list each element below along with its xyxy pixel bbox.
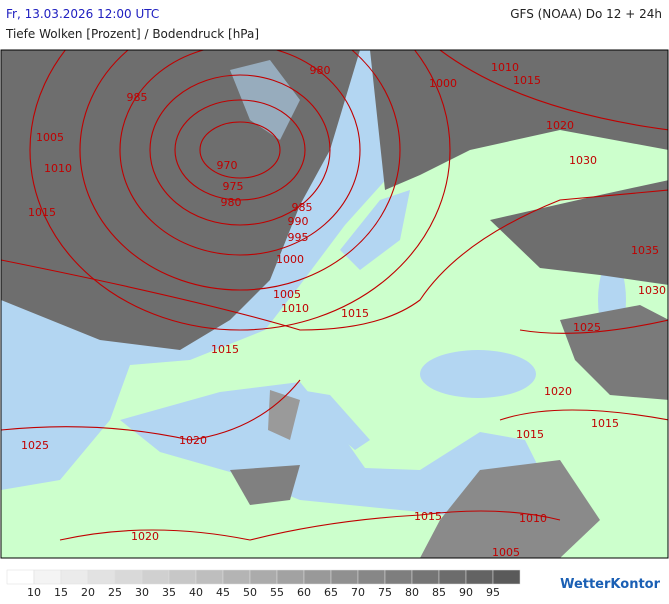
isobar-label: 1015 — [414, 510, 442, 523]
isobar-label: 1025 — [21, 439, 49, 452]
legend-swatch — [303, 569, 332, 585]
legend-swatch — [438, 569, 467, 585]
isobar-label: 1010 — [491, 61, 519, 74]
isobar-label: 1020 — [179, 434, 207, 447]
legend-label: 80 — [405, 586, 419, 599]
isobar-label: 1015 — [591, 417, 619, 430]
legend-label: 50 — [243, 586, 257, 599]
legend-swatch — [141, 569, 170, 585]
legend-swatch — [357, 569, 386, 585]
isobar-label: 1005 — [273, 288, 301, 301]
isobar-label: 970 — [217, 159, 238, 172]
legend-swatch — [195, 569, 224, 585]
legend-label: 35 — [162, 586, 176, 599]
legend: 10 15 20 25 30 35 40 45 50 55 60 65 70 75 80 85 90 95 — [6, 569, 521, 599]
legend-swatch — [276, 569, 305, 585]
legend-swatch — [330, 569, 359, 585]
isobar-label: 980 — [310, 64, 331, 77]
legend-swatch — [60, 569, 89, 585]
legend-swatch — [87, 569, 116, 585]
isobar-label: 1015 — [516, 428, 544, 441]
legend-label: 75 — [378, 586, 392, 599]
legend-swatch — [6, 569, 35, 585]
isobar-label: 985 — [292, 201, 313, 214]
isobar-label: 1020 — [546, 119, 574, 132]
isobar-label: 1020 — [544, 385, 572, 398]
legend-label: 95 — [486, 586, 500, 599]
isobar-label: 1025 — [573, 321, 601, 334]
isobar-label: 1010 — [281, 302, 309, 315]
isobar-label: 1015 — [513, 74, 541, 87]
legend-label: 30 — [135, 586, 149, 599]
map — [1, 50, 668, 558]
legend-swatch — [384, 569, 413, 585]
isobar-label: 1010 — [44, 162, 72, 175]
isobar-label: 1005 — [492, 546, 520, 559]
legend-label: 85 — [432, 586, 446, 599]
isobar-label: 1015 — [211, 343, 239, 356]
isobar-label: 1015 — [28, 206, 56, 219]
date: Fr, 13.03.2026 12:00 UTC — [6, 7, 159, 21]
isobar-label: 1000 — [276, 253, 304, 266]
isobar-labels: 9809851000101010151020103010051010101597… — [21, 61, 666, 559]
subtitle: Tiefe Wolken [Prozent] / Bodendruck [hPa… — [5, 27, 259, 41]
isobar-label: 980 — [221, 196, 242, 209]
legend-swatch — [33, 569, 62, 585]
isobar-label: 1015 — [341, 307, 369, 320]
legend-label: 10 — [27, 586, 41, 599]
isobar-label: 975 — [223, 180, 244, 193]
legend-swatch — [168, 569, 197, 585]
legend-label: 25 — [108, 586, 122, 599]
legend-label: 70 — [351, 586, 365, 599]
legend-swatch — [114, 569, 143, 585]
legend-swatch — [249, 569, 278, 585]
isobar-label: 995 — [288, 231, 309, 244]
legend-label: 55 — [270, 586, 284, 599]
isobar-label: 1030 — [569, 154, 597, 167]
isobar-label: 1020 — [131, 530, 159, 543]
legend-label: 15 — [54, 586, 68, 599]
legend-label: 90 — [459, 586, 473, 599]
isobar-label: 1005 — [36, 131, 64, 144]
legend-label: 65 — [324, 586, 338, 599]
legend-swatch — [492, 569, 521, 585]
logo: WetterKontor — [560, 577, 661, 592]
isobar-label: 1000 — [429, 77, 457, 90]
isobar-label: 990 — [288, 215, 309, 228]
model: GFS (NOAA) Do 12 + 24h — [510, 7, 662, 21]
map-frame — [0, 49, 669, 559]
isobar-label: 985 — [127, 91, 148, 104]
isobar-label: 1035 — [631, 244, 659, 257]
legend-label: 45 — [216, 586, 230, 599]
isobar-label: 1030 — [638, 284, 666, 297]
legend-label: 60 — [297, 586, 311, 599]
legend-swatch — [465, 569, 494, 585]
isobar-label: 1010 — [519, 512, 547, 525]
legend-swatch — [411, 569, 440, 585]
legend-swatch — [222, 569, 251, 585]
legend-label: 40 — [189, 586, 203, 599]
legend-label: 20 — [81, 586, 95, 599]
